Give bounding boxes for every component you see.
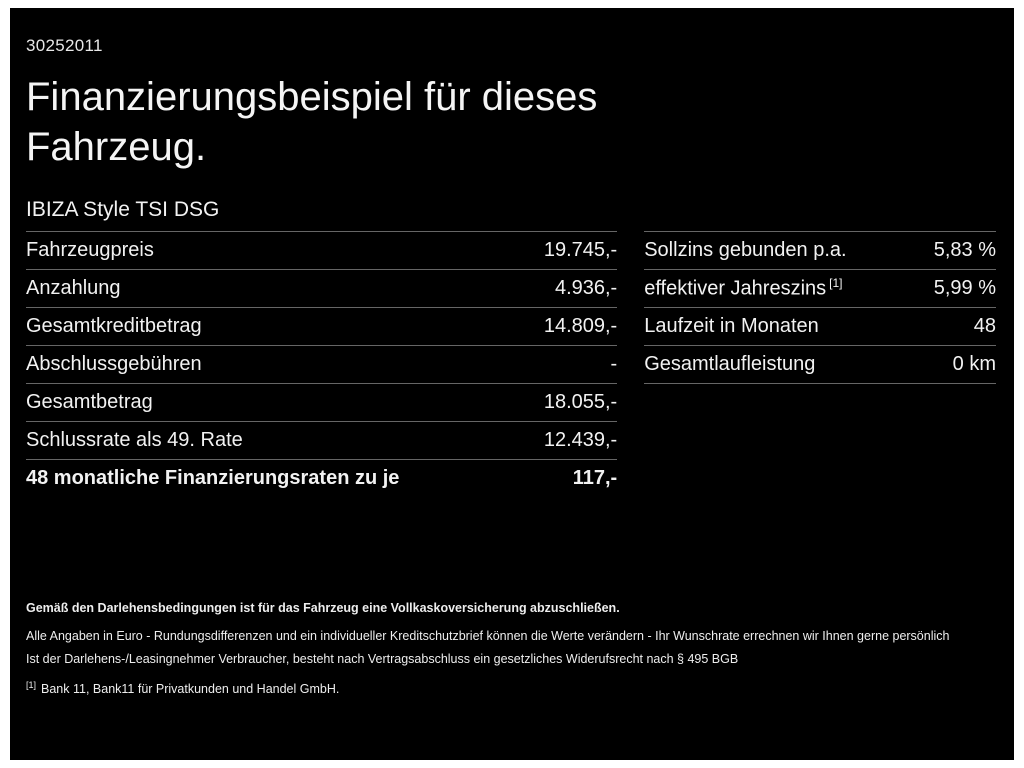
- row-label: Gesamtbetrag: [26, 391, 153, 413]
- disclaimer-line-insurance: Gemäß den Darlehensbedingungen ist für d…: [26, 601, 620, 615]
- row-value: 5,99 %: [933, 277, 996, 299]
- row-label: Schlussrate als 49. Rate: [26, 429, 243, 451]
- row-value: 5,83 %: [933, 239, 996, 261]
- table-row: Gesamtkreditbetrag 14.809,-: [26, 307, 618, 345]
- row-value: -: [610, 353, 618, 375]
- finance-table-left: Fahrzeugpreis 19.745,- Anzahlung 4.936,-…: [26, 231, 618, 497]
- row-label: Sollzins gebunden p.a.: [644, 239, 847, 261]
- row-label: Gesamtlaufleistung: [644, 353, 816, 375]
- document-id: 30252011: [26, 36, 103, 55]
- row-value: 117,-: [572, 467, 618, 489]
- row-value: 18.055,-: [543, 391, 618, 413]
- table-row: Laufzeit in Monaten 48: [644, 307, 996, 345]
- table-row: Fahrzeugpreis 19.745,-: [26, 231, 618, 269]
- row-value: 12.439,-: [543, 429, 618, 451]
- finance-table-right: Sollzins gebunden p.a. 5,83 % effektiver…: [644, 231, 996, 384]
- footnote-marker: [1]: [26, 680, 37, 690]
- row-label: Anzahlung: [26, 277, 121, 299]
- table-row: Sollzins gebunden p.a. 5,83 %: [644, 231, 996, 269]
- row-label: effektiver Jahreszins [1]: [644, 276, 842, 301]
- page-title: Finanzierungsbeispiel für dieses Fahrzeu…: [26, 75, 598, 169]
- disclaimer-line-withdrawal: Ist der Darlehens-/Leasingnehmer Verbrau…: [26, 652, 739, 666]
- table-row: effektiver Jahreszins [1] 5,99 %: [644, 269, 996, 307]
- row-value: 14.809,-: [543, 315, 618, 337]
- row-label: Fahrzeugpreis: [26, 239, 154, 261]
- row-value: 48: [973, 315, 996, 337]
- table-row: Abschlussgebühren -: [26, 345, 618, 383]
- row-label: 48 monatliche Finanzierungsraten zu je: [26, 467, 400, 489]
- table-row-monthly-rate: 48 monatliche Finanzierungsraten zu je 1…: [26, 459, 618, 497]
- row-label: Laufzeit in Monaten: [644, 315, 819, 337]
- row-value: 0 km: [952, 353, 996, 375]
- footnote-bank: [1] Bank 11, Bank11 für Privatkunden und …: [26, 680, 994, 696]
- disclaimer-line-euro: Alle Angaben in Euro - Rundungsdifferenz…: [26, 629, 950, 643]
- row-label: Gesamtkreditbetrag: [26, 315, 202, 337]
- row-label: Abschlussgebühren: [26, 353, 202, 375]
- table-row: Gesamtlaufleistung 0 km: [644, 345, 996, 384]
- table-row: Anzahlung 4.936,-: [26, 269, 618, 307]
- finance-example-page: 30252011 Finanzierungsbeispiel für diese…: [10, 8, 1014, 760]
- finance-tables: Fahrzeugpreis 19.745,- Anzahlung 4.936,-…: [26, 231, 996, 497]
- footnote-text: Bank 11, Bank11 für Privatkunden und Han…: [41, 682, 340, 697]
- table-row: Schlussrate als 49. Rate 12.439,-: [26, 421, 618, 459]
- row-value: 19.745,-: [543, 239, 618, 261]
- footnote-ref: [1]: [829, 276, 843, 291]
- legal-footer: Gemäß den Darlehensbedingungen ist für d…: [26, 600, 994, 696]
- table-row: Gesamtbetrag 18.055,-: [26, 383, 618, 421]
- row-label-text: effektiver Jahreszins: [644, 277, 827, 300]
- vehicle-model: IBIZA Style TSI DSG: [26, 198, 220, 221]
- row-value: 4.936,-: [554, 277, 618, 299]
